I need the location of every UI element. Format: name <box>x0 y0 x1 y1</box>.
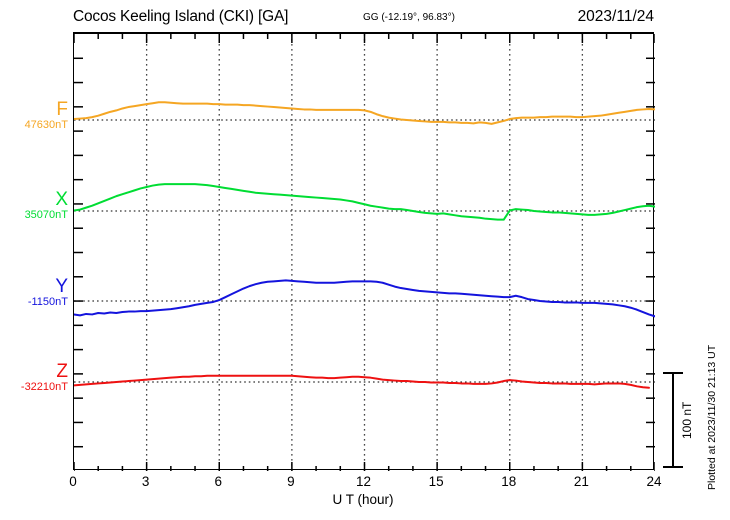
magnetogram-plot <box>74 34 655 471</box>
geographic-coordinates: GG (-12.19°, 96.83°) <box>363 12 455 23</box>
trace-z <box>74 374 650 389</box>
x-tick-12: 12 <box>355 474 372 489</box>
x-tick-3: 3 <box>141 474 150 489</box>
x-axis-title: U T (hour) <box>332 492 394 507</box>
channel-label-z: Z -32210nT <box>2 362 68 394</box>
coords-value: (-12.19°, 96.83°) <box>381 12 455 23</box>
x-axis-tick-labels: 0 3 6 9 12 15 18 21 24 <box>0 474 730 494</box>
plot-frame <box>73 33 655 471</box>
channel-label-y: Y -1150nT <box>2 277 68 309</box>
channel-baseline-x: 35070nT <box>24 209 68 221</box>
channel-letter-z: Z <box>56 361 68 382</box>
x-tick-9: 9 <box>287 474 295 489</box>
page-title: Cocos Keeling Island (CKI) [GA] <box>73 8 289 25</box>
plotted-at-timestamp: Plotted at 2023/11/30 21:13 UT <box>706 344 718 490</box>
chart-header: Cocos Keeling Island (CKI) [GA] GG (-12.… <box>73 8 654 33</box>
scale-bar <box>663 372 683 468</box>
x-tick-21: 21 <box>573 474 589 489</box>
channel-letter-f: F <box>56 99 68 120</box>
channel-letter-y: Y <box>55 276 68 297</box>
channel-baseline-y: -1150nT <box>27 296 68 308</box>
trace-x <box>74 183 655 221</box>
channel-label-x: X 35070nT <box>2 190 68 222</box>
channel-baseline-f: 47630nT <box>24 119 68 131</box>
scale-bar-line <box>672 372 674 468</box>
channel-letter-x: X <box>55 189 68 210</box>
channel-baseline-z: -32210nT <box>20 381 68 393</box>
observation-date: 2023/11/24 <box>577 8 654 25</box>
scale-bar-label: 100 nT <box>680 401 694 439</box>
trace-y <box>74 279 655 318</box>
trace-f <box>74 101 655 125</box>
x-tick-24: 24 <box>646 474 662 489</box>
x-tick-18: 18 <box>501 474 517 489</box>
x-tick-0: 0 <box>69 474 77 489</box>
x-tick-6: 6 <box>214 474 223 489</box>
scale-bar-cap-top <box>663 372 683 374</box>
header-divider <box>73 32 654 33</box>
x-tick-15: 15 <box>428 474 444 489</box>
channel-label-f: F 47630nT <box>2 100 68 132</box>
scale-bar-cap-bottom <box>663 466 683 468</box>
coords-prefix: GG <box>363 12 379 23</box>
